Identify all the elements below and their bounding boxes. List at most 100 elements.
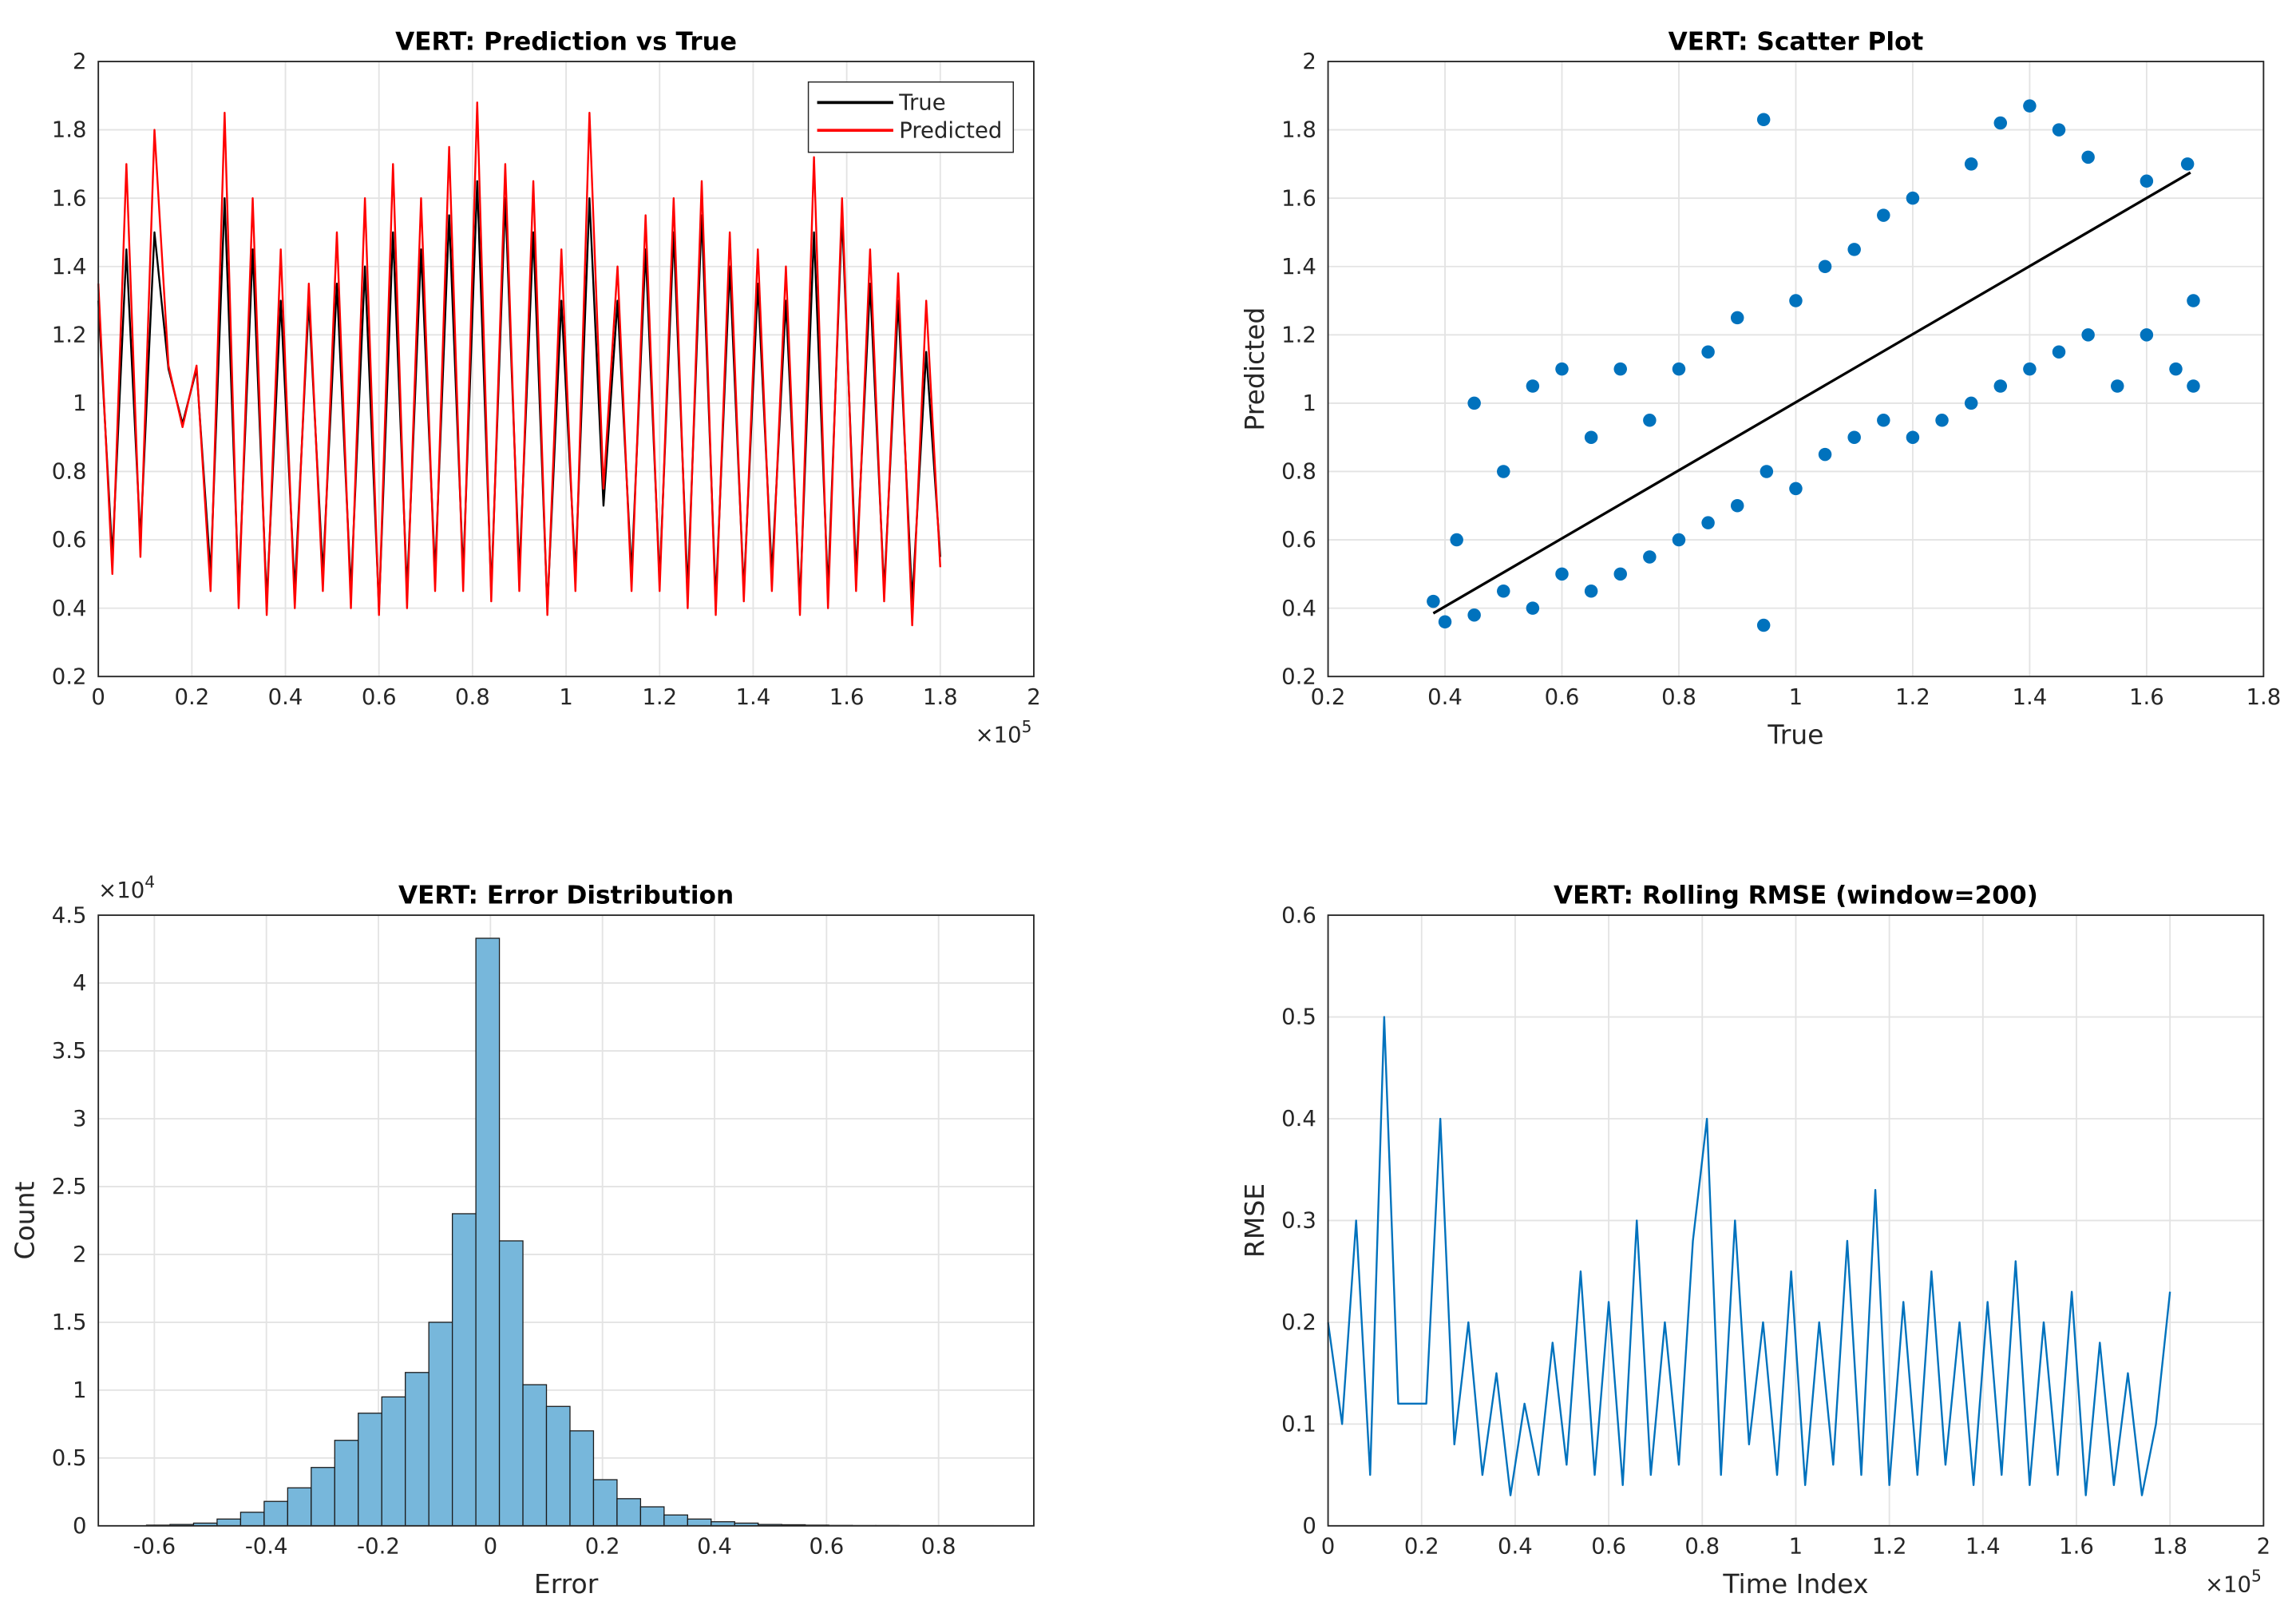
axes-box (97, 61, 1035, 678)
scatter-point (1497, 465, 1510, 478)
scatter-point (1760, 465, 1774, 478)
x-tick-label: 1.6 (2129, 684, 2164, 710)
histogram-bar (687, 1518, 712, 1527)
x-tick-label: 2 (2257, 1534, 2271, 1560)
x-axis-label: Time Index (1722, 1568, 1868, 1599)
x-axis-label: Error (534, 1568, 599, 1599)
y-axis-label: Count (9, 1181, 40, 1259)
chart-title: VERT: Prediction vs True (395, 27, 737, 56)
y-tick-label: 1.5 (52, 1310, 87, 1335)
y-tick-label: 0.8 (52, 459, 87, 485)
x-tick-label: 1.4 (736, 684, 771, 710)
scatter-point (2180, 157, 2195, 171)
scatter-point (1789, 294, 1803, 307)
x-tick-label: 1.2 (642, 684, 677, 710)
x-tick-label: 2 (1027, 684, 1040, 710)
scatter-point (1672, 362, 1686, 376)
x-tick-label: 0.6 (362, 684, 397, 710)
histogram-bar (545, 1405, 571, 1527)
y-tick-label: 1 (73, 1377, 87, 1403)
scatter-point (1584, 584, 1598, 598)
scatter-point (1789, 482, 1803, 496)
histogram-bar (498, 1240, 524, 1527)
histogram-bar (451, 1213, 477, 1527)
chart-title: VERT: Rolling RMSE (window=200) (1554, 881, 2038, 910)
x-tick-label: -0.4 (245, 1534, 288, 1560)
y-tick-label: 1.2 (1281, 322, 1316, 347)
y-tick-label: 0.6 (1281, 527, 1316, 553)
y-tick-label: 1.4 (52, 254, 87, 279)
legend-label: True (898, 90, 945, 116)
exponent-base: ×10 (2205, 1571, 2251, 1597)
plot-marks (97, 101, 941, 627)
scatter-point (1467, 608, 1481, 622)
y-tick-label: 3.5 (52, 1038, 87, 1064)
plot-marks (1427, 99, 2200, 632)
y-tick-label: 0.6 (1281, 902, 1316, 928)
scatter-point (2187, 379, 2200, 393)
histogram-bar (569, 1430, 595, 1527)
scatter-point (1756, 618, 1771, 632)
x-tick-label: 1.4 (2013, 684, 2048, 710)
scatter-point (2081, 328, 2095, 342)
histogram-bar (216, 1518, 242, 1527)
x-tick-label: 1.6 (2059, 1534, 2094, 1560)
exponent-power: 5 (1022, 717, 1032, 736)
scatter-point (1450, 533, 1463, 547)
scatter-point (1877, 208, 1890, 222)
histogram-bar (381, 1396, 406, 1527)
scatter-point (1730, 311, 1744, 325)
histogram-bar (334, 1440, 359, 1527)
y-tick-label: 1.6 (52, 185, 87, 211)
scatter-point (1935, 414, 1949, 427)
histogram-bar (428, 1322, 453, 1527)
x-tick-label: 0.4 (697, 1534, 732, 1560)
histogram-bar (311, 1467, 335, 1527)
x-tick-label: 0.6 (1591, 1534, 1626, 1560)
y-axis-label: Predicted (1239, 307, 1270, 431)
x-tick-label: 0.4 (1498, 1534, 1533, 1560)
exponent-base: ×10 (976, 723, 1022, 748)
scatter-point (1964, 157, 1978, 171)
y-tick-label: 1 (73, 390, 87, 416)
histogram-bar (287, 1487, 312, 1527)
scatter-point (2140, 174, 2154, 188)
x-tick-label: -0.2 (357, 1534, 400, 1560)
y-tick-label: 0.6 (52, 527, 87, 553)
scatter-point (2140, 328, 2154, 342)
scatter-point (1643, 550, 1657, 564)
scatter-point (1427, 594, 1440, 608)
exponent-base: ×10 (98, 878, 144, 903)
histogram-bar (475, 937, 501, 1527)
axes-box (97, 914, 1035, 1527)
x-tick-label: 0 (91, 684, 105, 710)
y-tick-label: 0.3 (1281, 1208, 1316, 1234)
x-tick-label: 0.2 (174, 684, 209, 710)
x-tick-label: 1.8 (2152, 1534, 2187, 1560)
y-tick-label: 2.5 (52, 1174, 87, 1199)
histogram-bar (639, 1506, 665, 1527)
scatter-point (1643, 414, 1657, 427)
x-tick-label: 1.8 (923, 684, 958, 710)
x-tick-label: -0.6 (133, 1534, 176, 1560)
scatter-point (1818, 447, 1832, 462)
scatter-point (2023, 362, 2037, 376)
y-tick-label: 2 (1302, 49, 1316, 74)
scatter-point (1526, 601, 1540, 615)
histogram-bar (522, 1384, 548, 1527)
scatter-point (1993, 379, 2008, 393)
scatter-point (1672, 533, 1686, 547)
y-tick-label: 1.4 (1281, 254, 1316, 279)
scatter-point (1526, 379, 1540, 393)
y-tick-label: 2 (73, 1242, 87, 1267)
chart-title: VERT: Error Distribution (398, 881, 734, 910)
fit-line (1432, 171, 2191, 615)
x-tick-label: 1 (1789, 684, 1803, 710)
data-line (97, 101, 941, 627)
axes-box (1327, 914, 2265, 1527)
histogram-bar (239, 1512, 265, 1527)
y-tick-label: 4.5 (52, 902, 87, 928)
plot-marks (1327, 1016, 2171, 1496)
y-tick-label: 2 (73, 49, 87, 74)
y-tick-label: 0.4 (1281, 1106, 1316, 1132)
